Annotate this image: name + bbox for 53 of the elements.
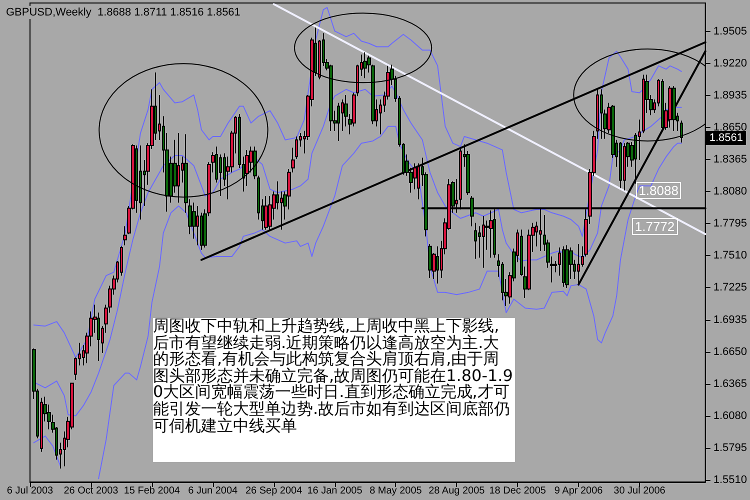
x-tick-label: 26 Oct 2003 xyxy=(64,486,119,496)
annotation: 1.7772 xyxy=(632,218,678,234)
candlestick xyxy=(196,206,199,246)
candlestick xyxy=(668,86,672,128)
y-tick-label: 1.5510 xyxy=(713,474,748,486)
candlestick xyxy=(619,142,622,189)
candlestick xyxy=(177,132,180,204)
annotation: 1.8561 xyxy=(706,130,746,144)
candlestick xyxy=(672,86,676,132)
x-tick-label: 8 May 2005 xyxy=(370,486,422,496)
candlestick xyxy=(565,244,569,288)
candlestick xyxy=(363,52,367,79)
chart-title: GBPUSD,Weekly 1.8688 1.8711 1.8516 1.8561 xyxy=(6,6,240,18)
annotation: 周图收下中轨和上升趋势线,上周收中黑上下影线,后市有望继续走弱.近期策略仍以逢高放空为主.大的形态看,有机会与此构筑复合头肩顶右肩,由于周图头部形态并未确立完备,故周图仍可能在1.80-1.90大区间宽幅震荡一些时日.直到形态确立完成,才可能引发一轮大型单边势.故后市如有到达区间底部仍可伺机建立中线买单 xyxy=(153,316,515,462)
candlestick xyxy=(680,120,683,144)
x-tick-label: 6 Jul 2003 xyxy=(6,486,54,496)
y-tick-label: 1.8365 xyxy=(713,153,748,166)
candlestick xyxy=(139,144,142,220)
y-tick-label: 1.6650 xyxy=(713,346,748,358)
x-tick-label: 15 Feb 2004 xyxy=(124,486,180,496)
y-tick-label: 1.6080 xyxy=(713,410,748,422)
x-tick-label: 18 Dec 2005 xyxy=(489,486,546,496)
candlestick xyxy=(623,142,626,191)
x-tick-label: 28 Aug 2005 xyxy=(428,486,486,496)
y-tick-label: 1.8935 xyxy=(713,90,748,102)
candlestick xyxy=(337,102,340,142)
candlestick xyxy=(123,226,127,246)
y-tick-label: 1.7795 xyxy=(713,217,748,230)
x-tick-label: 26 Sep 2004 xyxy=(245,486,303,496)
x-tick-label: 30 Jul 2006 xyxy=(614,486,666,496)
y-tick-label: 1.7510 xyxy=(713,249,748,262)
candlestick xyxy=(295,136,298,160)
candlestick xyxy=(642,74,645,134)
y-tick-label: 1.6365 xyxy=(713,378,748,390)
y-tick-label: 1.6935 xyxy=(713,314,748,326)
line-series xyxy=(33,86,682,416)
x-tick-label: 16 Jan 2005 xyxy=(307,486,363,496)
y-tick-label: 1.9505 xyxy=(713,26,748,38)
x-tick-label: 6 Jun 2004 xyxy=(188,486,238,496)
candlestick xyxy=(268,195,272,232)
candlestick xyxy=(661,78,664,130)
candlestick xyxy=(264,195,268,230)
candlestick xyxy=(600,88,603,140)
x-tick-label: 9 Apr 2006 xyxy=(554,486,604,496)
y-tick-label: 1.5795 xyxy=(713,442,748,454)
annotation: 1.8088 xyxy=(636,182,682,200)
y-tick-label: 1.7225 xyxy=(713,281,748,294)
candlestick xyxy=(482,216,485,268)
y-tick-label: 1.9220 xyxy=(713,58,748,70)
candlestick xyxy=(562,246,565,288)
y-tick-label: 1.8080 xyxy=(713,185,748,198)
candlestick xyxy=(428,244,432,278)
candlestick xyxy=(474,222,477,260)
